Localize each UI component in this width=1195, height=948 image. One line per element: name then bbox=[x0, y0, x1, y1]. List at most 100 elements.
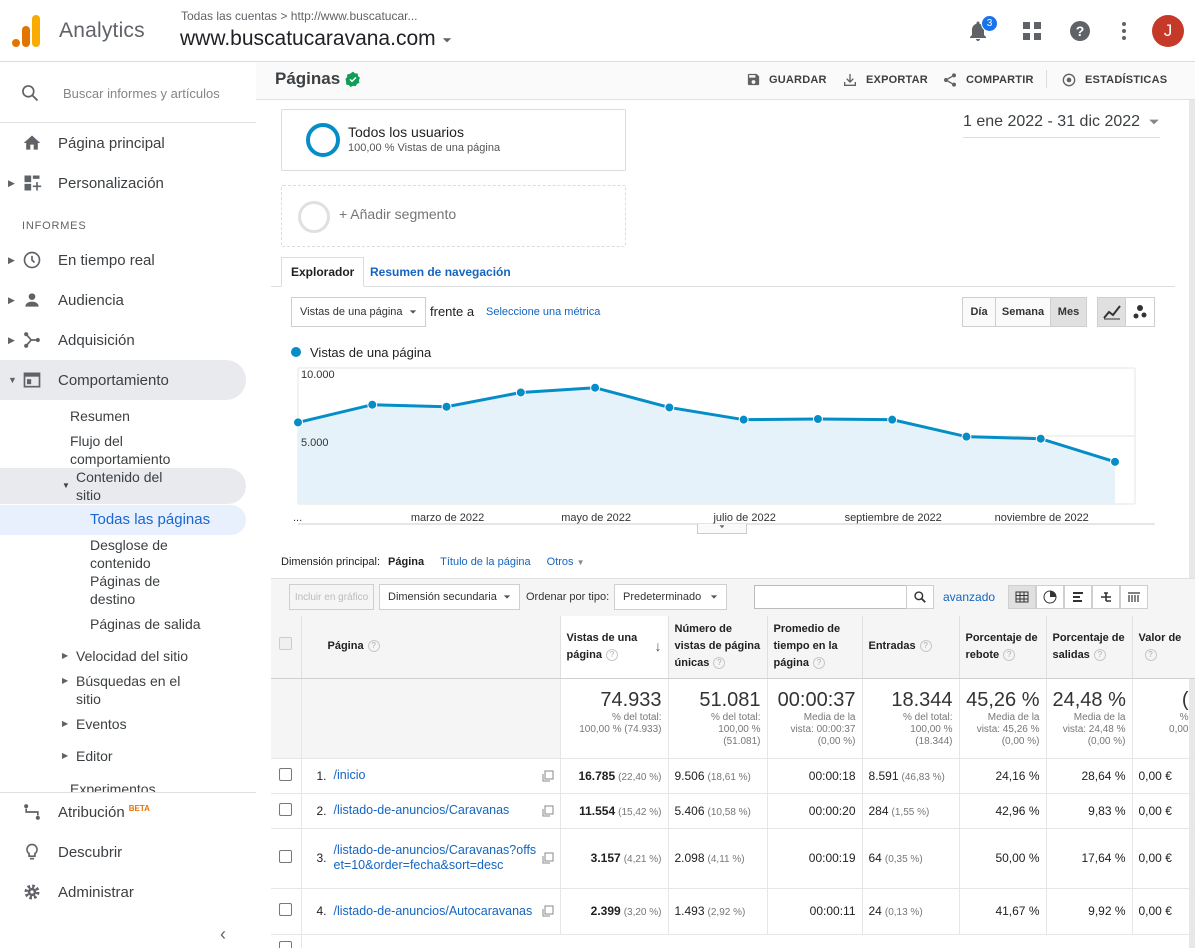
select-metric-link[interactable]: Seleccione una métrica bbox=[486, 306, 601, 318]
select-all-cell[interactable] bbox=[271, 616, 302, 679]
column-header-page[interactable]: Página? bbox=[301, 616, 561, 679]
page-path-link[interactable]: /inicio bbox=[333, 768, 366, 782]
table-view-pivot-icon[interactable] bbox=[1120, 585, 1148, 609]
column-header-entrances[interactable]: Entradas? bbox=[862, 616, 960, 679]
metric-dropdown[interactable]: Vistas de una página bbox=[291, 297, 426, 327]
dimension-other[interactable]: Otros ▼ bbox=[547, 556, 585, 568]
table-view-pie-icon[interactable] bbox=[1036, 585, 1064, 609]
secondary-dimension-dropdown[interactable]: Dimensión secundaria bbox=[379, 584, 520, 610]
breadcrumb[interactable]: Todas las cuentas > http://www.buscatuca… bbox=[181, 9, 418, 23]
table-view-compare-icon[interactable] bbox=[1092, 585, 1120, 609]
sidebar-item-experiments[interactable]: Experimentos bbox=[70, 781, 156, 792]
select-all-checkbox[interactable] bbox=[279, 637, 293, 651]
sidebar-item-attribution[interactable]: Atribución BETA bbox=[0, 792, 256, 832]
sidebar-item-behavior-flow[interactable]: Flujo del comportamiento bbox=[70, 433, 171, 467]
sidebar-search[interactable]: Buscar informes y artículos bbox=[0, 62, 256, 123]
page-path-link[interactable]: /listado-de-anuncios/Autocaravanas bbox=[333, 903, 533, 918]
table-view-bars-icon[interactable] bbox=[1064, 585, 1092, 609]
row-select-cell[interactable] bbox=[271, 888, 302, 935]
apps-grid-icon[interactable] bbox=[1020, 19, 1044, 43]
help-question-icon[interactable]: ? bbox=[1093, 648, 1106, 661]
column-header-exit-rate[interactable]: Porcentaje de salidas? bbox=[1046, 616, 1133, 679]
sidebar-item-behavior[interactable]: ▼ Comportamiento bbox=[0, 360, 246, 400]
help-question-icon[interactable]: ? bbox=[1144, 648, 1157, 661]
help-question-icon[interactable]: ? bbox=[367, 640, 380, 653]
sidebar-item-overview[interactable]: Resumen bbox=[70, 408, 130, 424]
sort-type-dropdown[interactable]: Predeterminado bbox=[614, 584, 727, 610]
table-view-grid-icon[interactable] bbox=[1008, 585, 1036, 609]
column-header-bounce-rate[interactable]: Porcentaje de rebote? bbox=[959, 616, 1047, 679]
day-button[interactable]: Día bbox=[962, 297, 996, 327]
breadcrumb-accounts[interactable]: Todas las cuentas bbox=[181, 9, 278, 23]
table-row[interactable]: 1./inicio 16.785 (22,40 %) 9.506 (18,61 %) 00… bbox=[271, 758, 1195, 794]
sidebar-item-admin[interactable]: Administrar bbox=[0, 872, 256, 912]
dimension-page[interactable]: Página bbox=[388, 556, 425, 568]
sidebar-item-landing-pages[interactable]: Páginas de destino bbox=[90, 573, 161, 607]
sidebar-item-acquisition[interactable]: ▶ Adquisición bbox=[0, 320, 256, 360]
month-button[interactable]: Mes bbox=[1050, 297, 1087, 327]
table-row[interactable]: 3. /listado-de-anuncios/Caravanas?offset=… bbox=[271, 828, 1195, 889]
row-select-cell[interactable] bbox=[271, 934, 302, 948]
tab-navigation-summary[interactable]: Resumen de navegación bbox=[370, 265, 511, 279]
line-chart-toggle-icon[interactable] bbox=[1097, 297, 1126, 327]
column-header-pageviews[interactable]: Vistas de una página? ↓ bbox=[560, 616, 669, 679]
main-scrollbar[interactable] bbox=[1189, 88, 1195, 948]
breadcrumb-url[interactable]: http://www.buscatucar... bbox=[290, 9, 418, 23]
sidebar-item-customization[interactable]: ▶ Personalización bbox=[0, 163, 256, 203]
insights-button[interactable]: ESTADÍSTICAS bbox=[1061, 72, 1167, 88]
analytics-logo-icon[interactable] bbox=[12, 15, 40, 47]
tab-explorer[interactable]: Explorador bbox=[281, 257, 365, 287]
help-question-icon[interactable]: ? bbox=[812, 657, 825, 670]
sidebar-item-home[interactable]: Página principal bbox=[0, 123, 256, 163]
help-icon[interactable]: ? bbox=[1068, 19, 1092, 43]
sidebar-item-site-speed[interactable]: Velocidad del sitio bbox=[76, 648, 189, 664]
help-question-icon[interactable]: ? bbox=[919, 640, 932, 653]
open-in-new-icon[interactable] bbox=[542, 805, 554, 817]
row-checkbox[interactable] bbox=[279, 850, 293, 863]
chart-resize-handle[interactable] bbox=[697, 524, 747, 534]
sidebar-item-events[interactable]: Eventos bbox=[76, 716, 127, 732]
sidebar-item-publisher[interactable]: Editor bbox=[76, 748, 113, 764]
property-selector[interactable]: www.buscatucaravana.com bbox=[180, 27, 454, 51]
open-in-new-icon[interactable] bbox=[542, 852, 554, 864]
open-in-new-icon[interactable] bbox=[542, 905, 554, 917]
sidebar-item-audience[interactable]: ▶ Audiencia bbox=[0, 280, 256, 320]
help-question-icon[interactable]: ? bbox=[605, 648, 618, 661]
account-avatar[interactable]: J bbox=[1152, 15, 1184, 47]
sidebar-item-all-pages[interactable]: Todas las páginas bbox=[90, 511, 211, 528]
table-filter-input[interactable] bbox=[754, 585, 907, 609]
sidebar-item-exit-pages[interactable]: Páginas de salida bbox=[90, 616, 201, 632]
export-button[interactable]: EXPORTAR bbox=[842, 72, 928, 88]
share-button[interactable]: COMPARTIR bbox=[942, 72, 1034, 88]
column-header-avg-time[interactable]: Promedio de tiempo en la página? bbox=[767, 616, 863, 679]
sidebar-item-content-drilldown[interactable]: Desglose de contenido bbox=[90, 537, 168, 571]
table-row[interactable] bbox=[271, 934, 1195, 948]
page-path-link[interactable]: /listado-de-anuncios/Caravanas?offset=10… bbox=[333, 843, 537, 872]
collapse-sidebar-chevron-icon[interactable]: ‹ bbox=[220, 924, 226, 944]
save-button[interactable]: GUARDAR bbox=[746, 72, 827, 87]
row-select-cell[interactable] bbox=[271, 793, 302, 829]
advanced-filter-link[interactable]: avanzado bbox=[943, 590, 996, 604]
motion-chart-toggle-icon[interactable] bbox=[1125, 297, 1155, 327]
table-row[interactable]: 4. /listado-de-anuncios/Autocaravanas 2.39… bbox=[271, 888, 1195, 935]
row-checkbox[interactable] bbox=[279, 767, 293, 781]
include-in-chart-button[interactable]: Incluir en gráfico bbox=[289, 584, 374, 610]
row-checkbox[interactable] bbox=[279, 903, 293, 916]
week-button[interactable]: Semana bbox=[995, 297, 1051, 327]
row-checkbox[interactable] bbox=[279, 802, 293, 816]
page-path-link[interactable]: /listado-de-anuncios/Caravanas bbox=[333, 803, 510, 817]
add-segment-card[interactable]: + Añadir segmento bbox=[281, 185, 626, 247]
date-range-picker[interactable]: 1 ene 2022 - 31 dic 2022 bbox=[963, 113, 1160, 138]
sidebar-item-discover[interactable]: Descubrir bbox=[0, 832, 256, 872]
row-select-cell[interactable] bbox=[271, 828, 302, 889]
dimension-page-title[interactable]: Título de la página bbox=[440, 556, 531, 568]
column-header-unique-pageviews[interactable]: Número de vistas de página únicas? bbox=[668, 616, 768, 679]
sidebar-item-site-search[interactable]: Búsquedas en el sitio bbox=[76, 673, 181, 707]
help-question-icon[interactable]: ? bbox=[713, 657, 726, 670]
sort-desc-arrow-icon[interactable]: ↓ bbox=[654, 638, 662, 655]
row-checkbox[interactable] bbox=[279, 940, 293, 948]
table-row[interactable]: 2./listado-de-anuncios/Caravanas 11.554 (1… bbox=[271, 793, 1195, 829]
open-in-new-icon[interactable] bbox=[542, 770, 554, 782]
segment-card[interactable]: Todos los usuarios 100,00 % Vistas de un… bbox=[281, 109, 626, 171]
help-question-icon[interactable]: ? bbox=[1003, 648, 1016, 661]
